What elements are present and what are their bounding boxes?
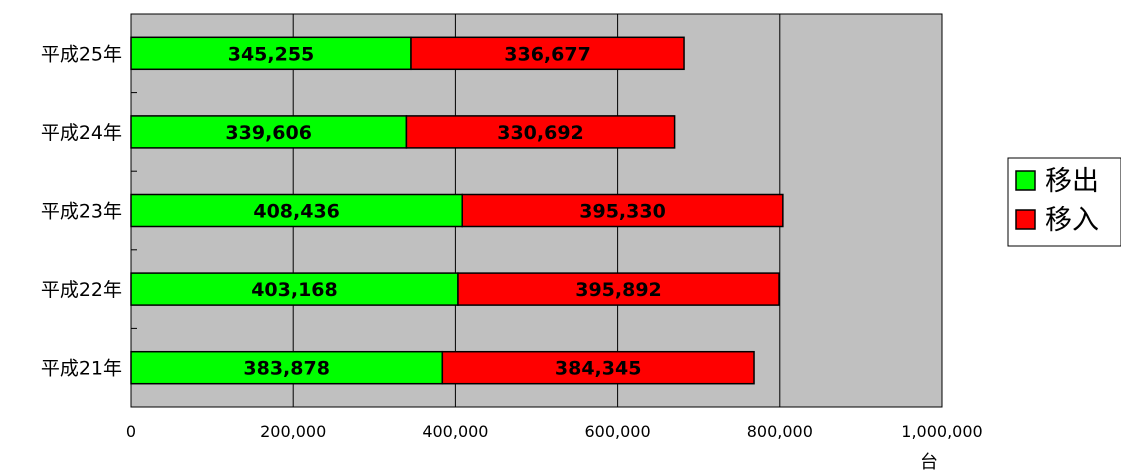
y-tick-label: 平成21年	[41, 358, 122, 380]
data-label: 408,436	[253, 201, 340, 223]
x-tick-label: 400,000	[422, 422, 488, 441]
data-label: 345,255	[228, 43, 315, 65]
y-tick-label: 平成24年	[41, 122, 122, 144]
data-label: 336,677	[504, 43, 591, 65]
data-label: 395,330	[579, 201, 666, 223]
y-tick-label: 平成23年	[41, 201, 122, 223]
bar-segment	[457, 272, 780, 306]
data-label: 384,345	[555, 358, 642, 380]
legend-swatch	[1015, 170, 1036, 191]
x-tick-label: 1,000,000	[901, 422, 982, 441]
legend-label: 移出	[1045, 166, 1099, 197]
x-tick-label: 200,000	[260, 422, 326, 441]
data-label: 395,892	[575, 279, 662, 301]
data-label: 383,878	[243, 358, 330, 380]
data-label: 330,692	[497, 122, 584, 144]
bar-segment	[410, 36, 685, 71]
x-tick-label: 800,000	[747, 422, 813, 441]
y-tick-label: 平成25年	[41, 43, 122, 65]
bar-segment	[441, 350, 755, 385]
x-tick-label: 600,000	[585, 422, 651, 441]
legend-label: 移入	[1045, 205, 1099, 236]
x-axis-unit: 台	[920, 452, 938, 473]
legend-swatch	[1015, 209, 1036, 230]
x-tick-label: 0	[126, 422, 136, 441]
bars: 345,255 336,677 339,606 330,692 408,436 395,3…	[130, 36, 784, 385]
bar-segment	[405, 115, 676, 149]
y-tick-label: 平成22年	[41, 279, 122, 301]
bar-segment	[130, 193, 463, 228]
x-axis-ticks: 0 200,000 400,000 600,000 800,000 1,000,000	[126, 422, 983, 441]
data-label: 339,606	[225, 122, 312, 144]
data-label: 403,168	[251, 279, 338, 301]
bar-segment	[130, 350, 444, 385]
bar-segment	[461, 193, 784, 228]
bar-segment	[130, 36, 412, 71]
bar-segment	[130, 272, 459, 306]
bar-segment	[130, 115, 408, 149]
